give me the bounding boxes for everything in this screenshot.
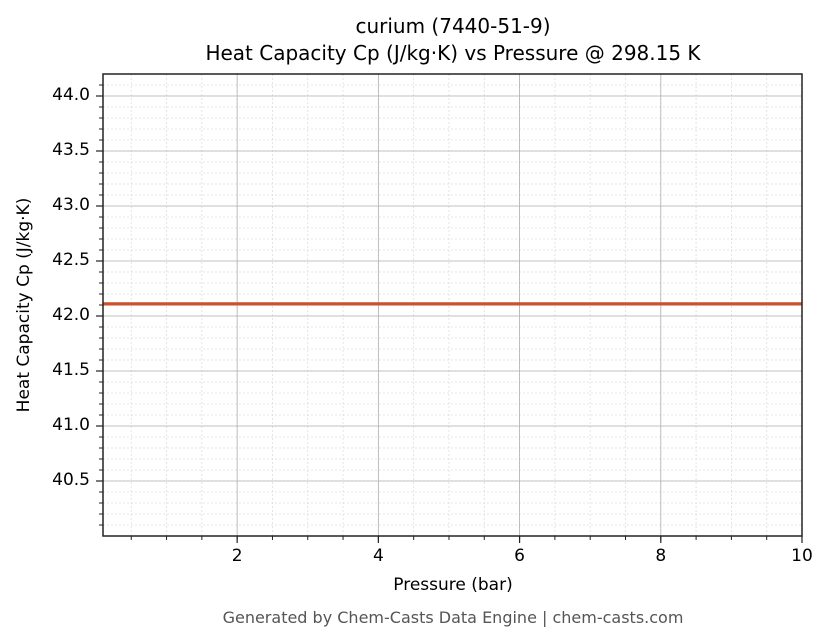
x-tick-label: 6 (514, 546, 525, 566)
y-tick-label: 41.5 (52, 360, 90, 380)
axis-ticks (96, 84, 803, 543)
footer-credit: Generated by Chem-Casts Data Engine | ch… (222, 608, 684, 627)
y-tick-label: 40.5 (52, 470, 90, 490)
x-tick-label: 2 (231, 546, 243, 566)
y-tick-label: 41.0 (52, 415, 90, 435)
x-axis-label: Pressure (bar) (393, 575, 513, 595)
y-tick-label: 42.0 (52, 305, 90, 325)
chart-subtitle: Heat Capacity Cp (J/kg·K) vs Pressure @ … (205, 41, 701, 65)
y-tick-label: 42.5 (52, 250, 90, 270)
y-tick-label: 43.0 (52, 195, 90, 215)
y-axis-label: Heat Capacity Cp (J/kg·K) (14, 197, 34, 413)
y-tick-label: 43.5 (52, 140, 90, 160)
x-tick-label: 10 (791, 546, 813, 566)
y-tick-label: 44.0 (52, 85, 90, 105)
x-tick-label: 8 (655, 546, 667, 566)
chart-title: curium (7440-51-9) (355, 14, 551, 38)
x-tick-label: 4 (372, 546, 384, 566)
